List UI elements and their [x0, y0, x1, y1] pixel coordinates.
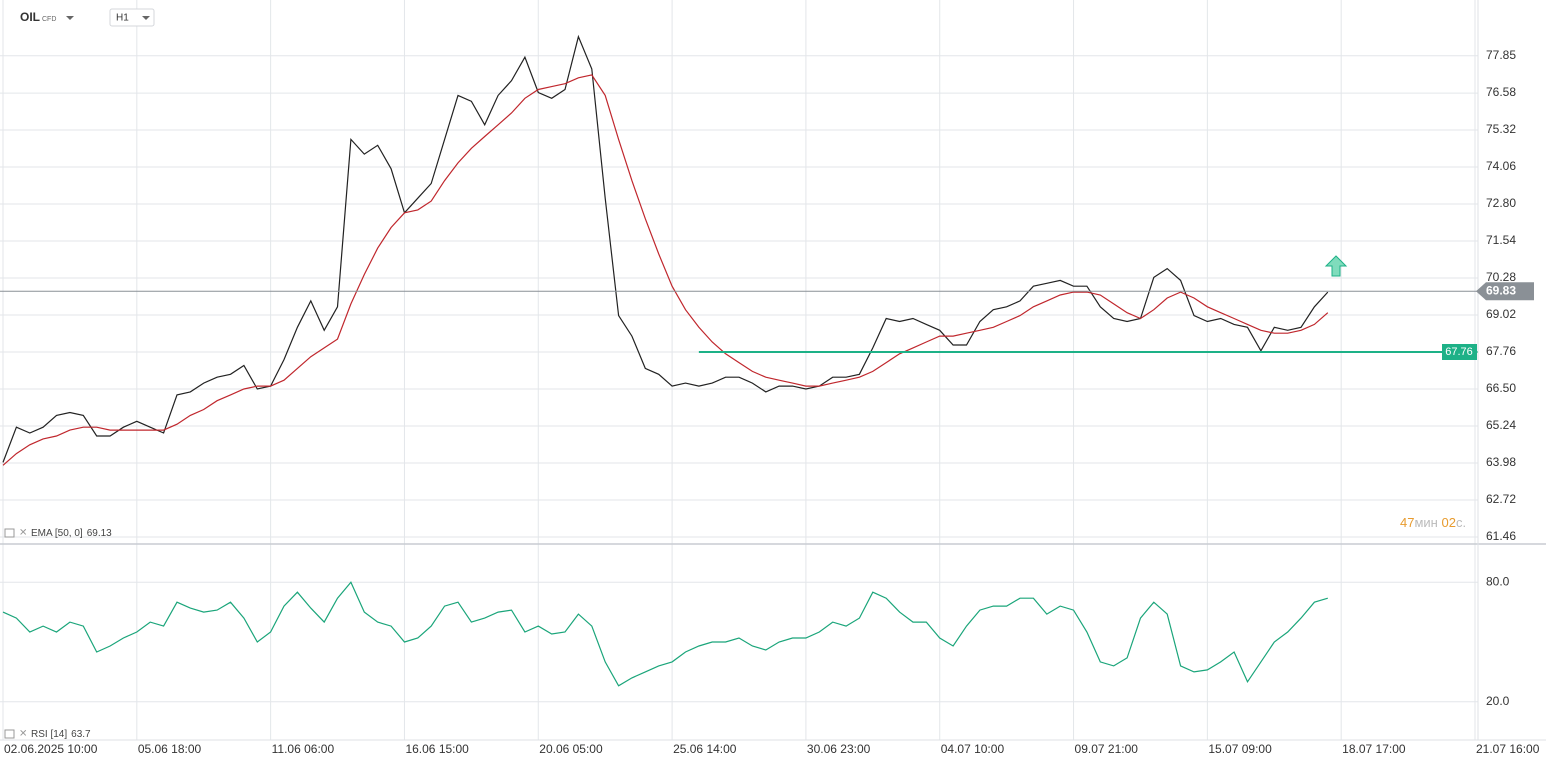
buy-arrow[interactable] — [1324, 255, 1348, 277]
y-tick-label: 71.54 — [1486, 233, 1516, 247]
ema-line — [2, 74, 1329, 466]
x-tick-label: 05.06 18:00 — [138, 742, 202, 756]
timer-minutes-unit: мин — [1414, 515, 1437, 530]
ema-legend: EMA [50, 0] 69.13 — [31, 528, 112, 539]
y-tick-label: 67.76 — [1486, 344, 1516, 358]
y-tick-label: 65.24 — [1486, 418, 1516, 432]
current-price-tag — [1476, 282, 1534, 301]
y-tick-label: 77.85 — [1486, 48, 1516, 62]
x-tick-label: 18.07 17:00 — [1342, 742, 1406, 756]
y-tick-label: 75.32 — [1486, 122, 1516, 136]
x-tick-label: 11.06 06:00 — [272, 742, 335, 756]
timer-seconds-unit: с. — [1456, 515, 1466, 530]
x-tick-label: 02.06.2025 10:00 — [4, 742, 98, 756]
y-tick-label: 80.0 — [1486, 574, 1510, 588]
x-tick-label: 20.06 05:00 — [539, 742, 603, 756]
ema-icon — [4, 528, 15, 538]
x-tick-label: 04.07 10:00 — [941, 742, 1005, 756]
timeframe-dropdown[interactable] — [142, 16, 150, 20]
y-tick-label: 63.98 — [1486, 455, 1516, 469]
x-tick-label: 15.07 09:00 — [1208, 742, 1272, 756]
level-label: 67.76 — [1445, 346, 1473, 358]
x-tick-label: 21.07 16:00 — [1476, 742, 1540, 756]
rsi-name: RSI [14] — [31, 729, 67, 740]
rsi-icon — [4, 729, 15, 739]
y-tick-label: 62.72 — [1486, 492, 1516, 506]
rsi-legend: RSI [14] 63.7 — [31, 729, 91, 740]
rsi-value: 63.7 — [71, 729, 91, 740]
symbol[interactable]: OIL — [20, 10, 40, 24]
ema-value: 69.13 — [87, 528, 112, 539]
y-tick-label: 61.46 — [1486, 529, 1516, 543]
symbol-dropdown[interactable] — [66, 16, 74, 20]
timer-minutes: 47 — [1400, 515, 1414, 530]
y-tick-label: 66.50 — [1486, 381, 1516, 395]
symbol-type: CFD — [42, 16, 56, 23]
rsi-close: ✕ — [19, 729, 27, 740]
rsi-line — [2, 581, 1328, 687]
ema-name: EMA [50, 0] — [31, 528, 83, 539]
y-tick-label: 74.06 — [1486, 159, 1516, 173]
timeframe[interactable]: H1 — [116, 13, 129, 24]
current-price-label: 69.83 — [1486, 283, 1516, 297]
timeframe-select[interactable] — [109, 8, 155, 27]
price-line — [2, 34, 1329, 463]
level-label-bg — [1442, 344, 1477, 360]
y-tick-label: 20.0 — [1486, 694, 1510, 708]
candle-timer: 47мин 02с. — [1400, 515, 1466, 530]
y-tick-label: 70.28 — [1486, 270, 1516, 284]
y-tick-label: 72.80 — [1486, 196, 1516, 210]
x-tick-label: 25.06 14:00 — [673, 742, 737, 756]
x-tick-label: 16.06 15:00 — [405, 742, 469, 756]
x-tick-label: 09.07 21:00 — [1075, 742, 1139, 756]
timer-seconds: 02 — [1441, 515, 1455, 530]
y-tick-label: 76.58 — [1486, 85, 1516, 99]
ema-close: ✕ — [19, 528, 27, 539]
y-tick-label: 69.02 — [1486, 307, 1516, 321]
x-tick-label: 30.06 23:00 — [807, 742, 871, 756]
